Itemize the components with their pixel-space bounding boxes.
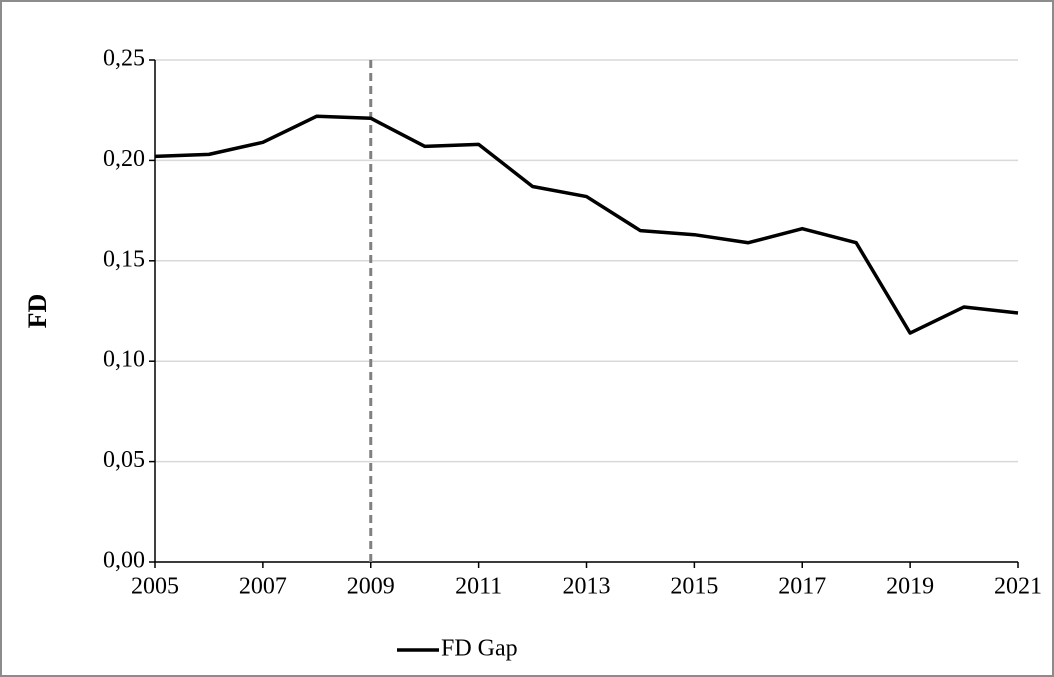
y-tick-label: 0,20 [103, 146, 145, 172]
x-tick-label: 2013 [563, 574, 611, 600]
y-axis-label: FD [23, 294, 52, 329]
x-tick-label: 2017 [778, 574, 826, 600]
x-tick-label: 2021 [994, 574, 1042, 600]
x-tick-label: 2005 [131, 574, 179, 600]
data-line [154, 114, 1019, 335]
x-tick-label: 2009 [347, 574, 395, 600]
x-tick-label: 2007 [239, 574, 287, 600]
y-tick-label: 0,25 [103, 46, 145, 72]
y-tick-label: 0,15 [103, 246, 145, 272]
legend-label: FD Gap [441, 636, 518, 662]
y-tick-label: 0,00 [103, 548, 145, 574]
x-tick-label: 2015 [670, 574, 718, 600]
y-tick-label: 0,10 [103, 347, 145, 373]
y-tick-label: 0,05 [103, 447, 145, 473]
x-tick-label: 2011 [455, 574, 502, 600]
x-tick-label: 2019 [886, 574, 934, 600]
